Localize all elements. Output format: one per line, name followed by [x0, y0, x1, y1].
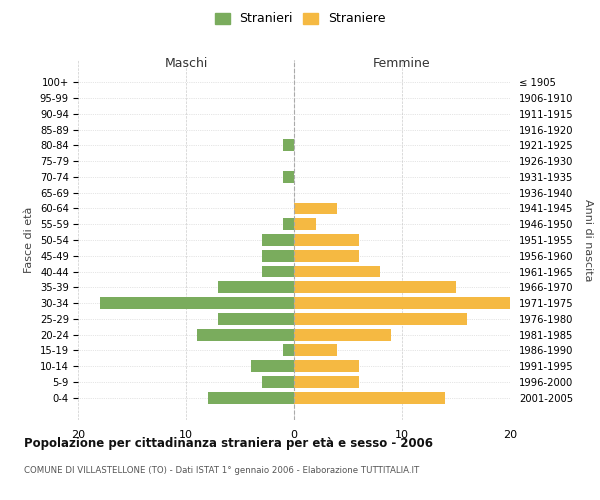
Bar: [262, 250, 294, 262]
Bar: [100, 297, 294, 309]
Bar: [294, 376, 359, 388]
Bar: [283, 140, 294, 151]
Bar: [208, 392, 294, 404]
Bar: [294, 313, 467, 325]
Bar: [283, 218, 294, 230]
Bar: [294, 202, 337, 214]
Bar: [294, 250, 359, 262]
Bar: [283, 171, 294, 183]
Y-axis label: Anni di nascita: Anni di nascita: [583, 198, 593, 281]
Bar: [294, 282, 456, 293]
Text: COMUNE DI VILLASTELLONE (TO) - Dati ISTAT 1° gennaio 2006 - Elaborazione TUTTITA: COMUNE DI VILLASTELLONE (TO) - Dati ISTA…: [24, 466, 419, 475]
Bar: [218, 313, 294, 325]
Bar: [262, 376, 294, 388]
Bar: [294, 297, 510, 309]
Bar: [294, 392, 445, 404]
Bar: [294, 234, 359, 246]
Bar: [218, 282, 294, 293]
Bar: [294, 344, 337, 356]
Text: Femmine: Femmine: [373, 56, 431, 70]
Y-axis label: Fasce di età: Fasce di età: [24, 207, 34, 273]
Text: Popolazione per cittadinanza straniera per età e sesso - 2006: Popolazione per cittadinanza straniera p…: [24, 438, 433, 450]
Legend: Stranieri, Straniere: Stranieri, Straniere: [211, 8, 389, 29]
Bar: [294, 328, 391, 340]
Bar: [283, 344, 294, 356]
Bar: [294, 218, 316, 230]
Bar: [262, 234, 294, 246]
Bar: [251, 360, 294, 372]
Bar: [262, 266, 294, 278]
Bar: [197, 328, 294, 340]
Bar: [294, 360, 359, 372]
Bar: [294, 266, 380, 278]
Text: Maschi: Maschi: [164, 56, 208, 70]
